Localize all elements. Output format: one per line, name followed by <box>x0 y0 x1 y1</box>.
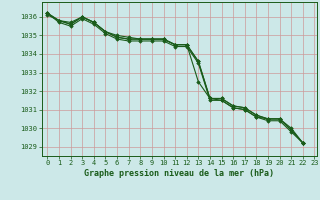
X-axis label: Graphe pression niveau de la mer (hPa): Graphe pression niveau de la mer (hPa) <box>84 169 274 178</box>
